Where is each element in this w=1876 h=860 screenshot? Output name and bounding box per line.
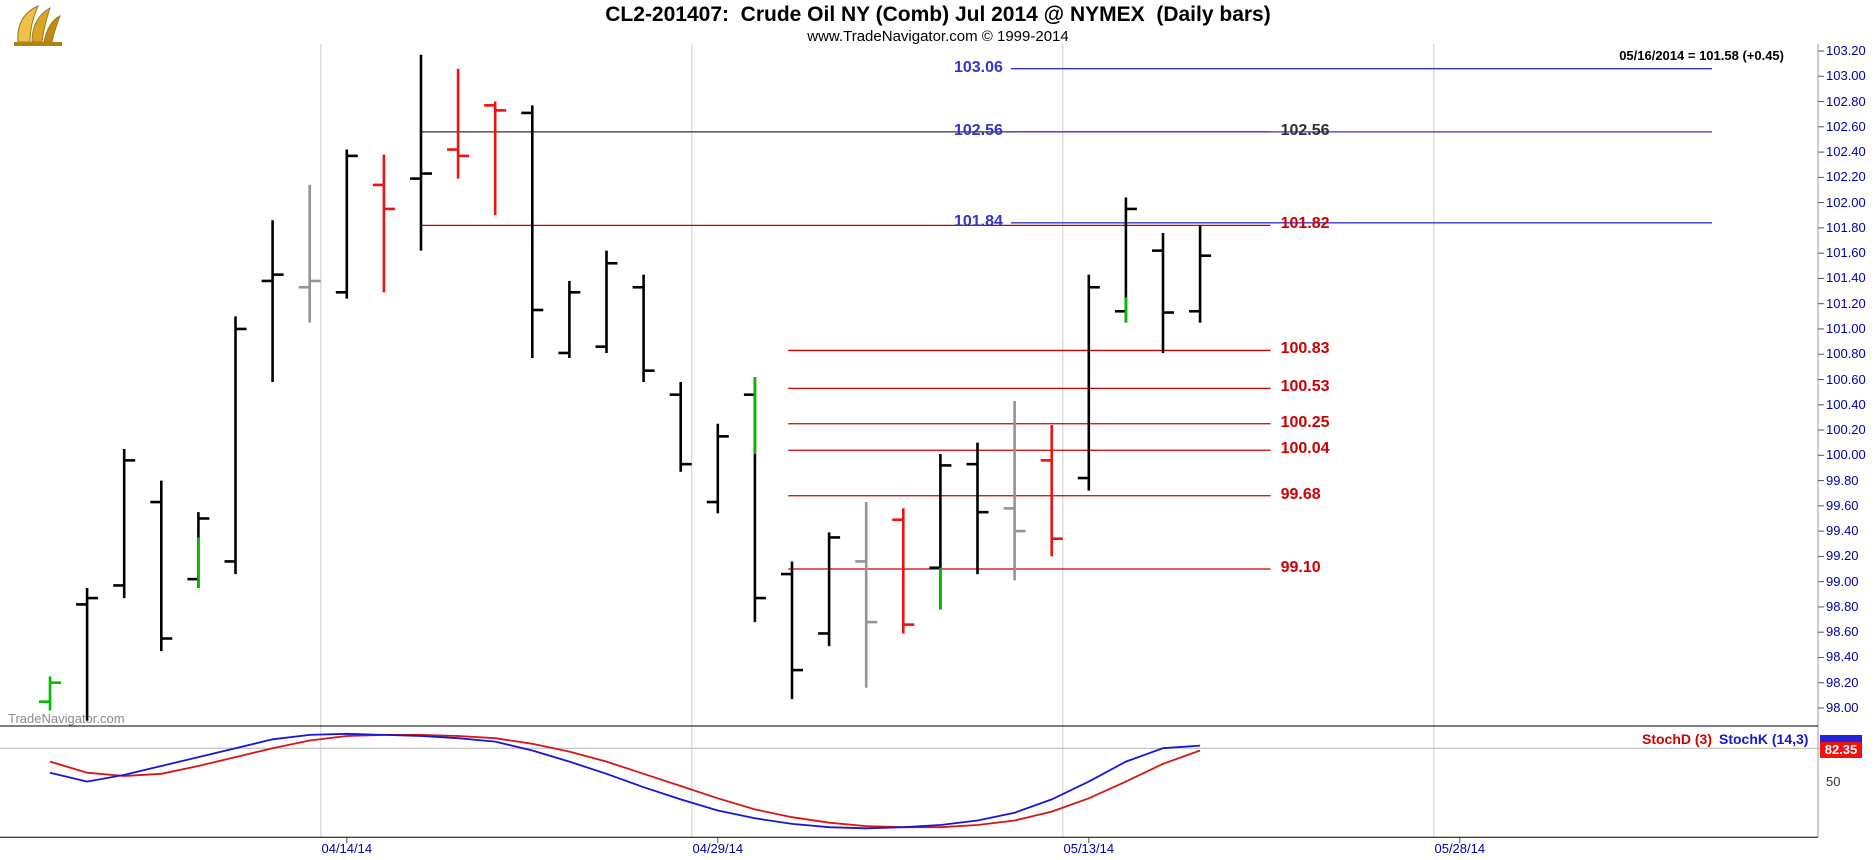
price-axis-label: 103.00 xyxy=(1826,68,1866,84)
price-axis-label: 99.60 xyxy=(1826,497,1859,513)
price-axis-label: 99.00 xyxy=(1826,573,1859,589)
price-axis-label: 98.20 xyxy=(1826,674,1859,690)
price-axis-label: 98.00 xyxy=(1826,700,1859,715)
ohlc-bar[interactable] xyxy=(484,101,507,216)
ohlc-bar[interactable] xyxy=(224,316,247,575)
ohlc-bar[interactable] xyxy=(743,376,766,623)
swing-level-label: 100.25 xyxy=(1280,413,1330,431)
price-axis-label: 100.00 xyxy=(1826,447,1866,463)
stoch-level-label: 50 xyxy=(1826,773,1841,789)
ohlc-bar[interactable] xyxy=(76,587,99,721)
price-axis-label: 98.80 xyxy=(1826,598,1859,614)
ohlc-bar[interactable] xyxy=(1152,232,1174,353)
price-axis-label: 99.80 xyxy=(1826,472,1859,488)
price-axis-label: 101.00 xyxy=(1826,320,1866,336)
swing-level-label: 102.56 xyxy=(953,121,1003,139)
date-axis-label: 05/28/14 xyxy=(1434,841,1486,856)
price-axis-label: 103.20 xyxy=(1826,43,1866,58)
ohlc-bar[interactable] xyxy=(335,149,358,299)
swing-level-label: 101.84 xyxy=(953,212,1003,230)
ohlc-bar[interactable] xyxy=(150,480,173,652)
ohlc-bar[interactable] xyxy=(781,561,803,700)
ohlc-bar[interactable] xyxy=(447,68,470,179)
price-axis-label: 102.40 xyxy=(1826,144,1866,160)
ohlc-bar[interactable] xyxy=(298,184,321,323)
price-axis-label: 101.60 xyxy=(1826,245,1866,261)
ohlc-bar[interactable] xyxy=(855,502,878,688)
ohlc-bar[interactable] xyxy=(818,532,841,647)
price-axis-label: 100.20 xyxy=(1826,422,1866,438)
swing-level-label: 99.10 xyxy=(1280,559,1321,577)
ohlc-bar[interactable] xyxy=(595,250,618,353)
ohlc-bar[interactable] xyxy=(1003,400,1026,581)
ohlc-bar[interactable] xyxy=(521,105,544,359)
stochk-legend-label: StochK (14,3) xyxy=(1719,731,1809,747)
date-axis-label: 04/14/14 xyxy=(321,841,373,856)
ohlc-bar[interactable] xyxy=(187,512,210,588)
price-axis-label: 101.80 xyxy=(1826,219,1866,235)
price-axis-label: 102.20 xyxy=(1826,169,1866,185)
last-quote-note: 05/16/2014 = 101.58 (+0.45) xyxy=(1619,48,1784,63)
swing-level-label: 99.68 xyxy=(1280,485,1321,503)
stochd-line xyxy=(49,734,1201,829)
date-axis-label: 04/29/14 xyxy=(692,841,744,856)
ohlc-bar[interactable] xyxy=(372,154,395,293)
price-axis-label: 100.60 xyxy=(1826,371,1866,387)
price-axis-label: 102.00 xyxy=(1826,194,1866,210)
ohlc-bar[interactable] xyxy=(706,423,729,514)
stoch-last-value-badge: 82.35 xyxy=(1820,742,1862,758)
ohlc-bar[interactable] xyxy=(410,54,432,251)
swing-level-label: 100.04 xyxy=(1280,440,1330,458)
swing-level-label: 100.53 xyxy=(1280,378,1330,396)
price-axis-label: 99.40 xyxy=(1826,523,1859,539)
price-axis-label: 101.40 xyxy=(1826,270,1866,286)
ohlc-bar[interactable] xyxy=(892,508,915,634)
price-axis-label: 98.60 xyxy=(1826,624,1859,640)
ohlc-bar[interactable] xyxy=(1189,225,1212,323)
swing-level-label: 100.83 xyxy=(1280,340,1330,358)
stochk-line xyxy=(49,732,1201,830)
price-axis-label: 102.80 xyxy=(1826,93,1866,109)
ohlc-bar[interactable] xyxy=(632,274,655,383)
watermark: TradeNavigator.com xyxy=(8,711,125,726)
price-axis-label: 101.20 xyxy=(1826,295,1866,311)
price-axis-label: 102.60 xyxy=(1826,118,1866,134)
price-axis-label: 98.40 xyxy=(1826,649,1859,665)
trade-navigator-logo xyxy=(14,4,62,46)
ohlc-bar[interactable] xyxy=(929,454,952,610)
ohlc-bar[interactable] xyxy=(1077,274,1100,491)
ohlc-bar[interactable] xyxy=(1114,197,1137,323)
ohlc-bar[interactable] xyxy=(261,220,284,383)
price-axis-label: 99.20 xyxy=(1826,548,1859,564)
swing-level-label: 101.82 xyxy=(1280,215,1330,233)
ohlc-bar[interactable] xyxy=(966,442,989,575)
ohlc-bar[interactable] xyxy=(113,448,136,599)
ohlc-bar[interactable] xyxy=(39,676,61,711)
price-axis-label: 100.40 xyxy=(1826,396,1866,412)
ohlc-bar[interactable] xyxy=(669,382,692,472)
swing-level-label: 102.56 xyxy=(1280,121,1330,139)
ohlc-bar[interactable] xyxy=(558,280,581,359)
price-axis-label: 100.80 xyxy=(1826,346,1866,362)
swing-level-label: 103.06 xyxy=(953,58,1003,76)
date-axis-label: 05/13/14 xyxy=(1063,841,1115,856)
ohlc-bar[interactable] xyxy=(1040,424,1063,557)
stochd-legend-label: StochD (3) xyxy=(1642,731,1712,747)
site-credit: www.TradeNavigator.com © 1999-2014 xyxy=(807,28,1069,45)
chart-title: CL2-201407: Crude Oil NY (Comb) Jul 2014… xyxy=(605,3,1271,26)
